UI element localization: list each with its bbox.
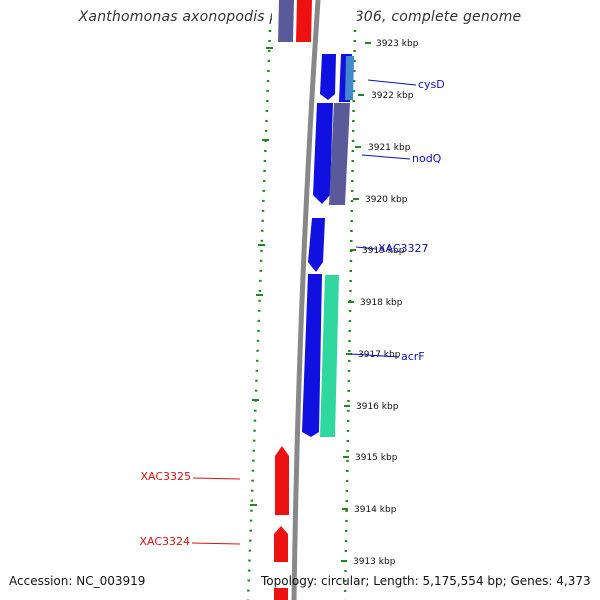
genome-backbone: [291, 0, 321, 600]
tick-label-3922: 3922 kbp: [371, 91, 414, 101]
gene-acrF-blue: [302, 274, 322, 437]
gene-label-XAC3324: XAC3324: [139, 535, 190, 548]
topology-label: Topology: circular; Length: 5,175,554 bp…: [261, 574, 591, 588]
tick-label-3913: 3913 kbp: [353, 557, 396, 567]
tick-label-3919: 3919 kbp: [362, 246, 405, 256]
tick-label-3916: 3916 kbp: [356, 402, 399, 412]
accession-label: Accession: NC_003919: [9, 574, 146, 588]
tick-label-3920: 3920 kbp: [365, 195, 408, 205]
gene-nodQ-blue: [313, 103, 333, 204]
tick-label-3917: 3917 kbp: [358, 350, 401, 360]
tick-label-3915: 3915 kbp: [355, 453, 398, 463]
gene-label-nodQ: nodQ: [412, 152, 442, 165]
gene-cysD-teal: [345, 56, 354, 100]
gene-nodQ-purple: [329, 103, 350, 205]
gene-top-purple: [278, 0, 294, 42]
gene-XAC3327: [308, 218, 325, 272]
label-leaders-red: [191, 477, 241, 545]
gene-top-red: [296, 0, 312, 42]
label-leaders-blue: [350, 79, 417, 358]
gene-label-XAC3327: XAC3327: [378, 242, 429, 255]
ruler-left-dotted: [246, 29, 272, 600]
gene-cysD-blue: [320, 54, 336, 100]
tick-label-3914: 3914 kbp: [354, 505, 397, 515]
gene-XAC3324: [274, 526, 288, 562]
left-ruler-ticks: [250, 47, 273, 506]
tick-label-3921: 3921 kbp: [368, 143, 411, 153]
gene-label-acrF: acrF: [401, 350, 425, 363]
gene-bottom-red: [274, 588, 288, 600]
gene-label-XAC3325: XAC3325: [140, 470, 191, 483]
gene-acrF-teal: [320, 275, 339, 437]
gene-XAC3325: [275, 446, 289, 515]
tick-label-3918: 3918 kbp: [360, 298, 403, 308]
tick-label-3923: 3923 kbp: [376, 39, 419, 49]
gene-label-cysD: cysD: [418, 78, 445, 91]
